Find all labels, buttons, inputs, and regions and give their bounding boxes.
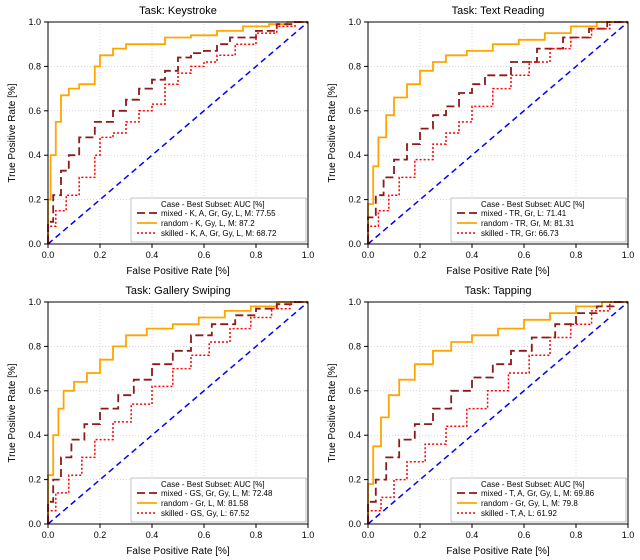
legend-label-mixed: mixed - K, A, Gr, Gy, L, M: 77.55 (161, 209, 276, 218)
x-axis-label: False Positive Rate [%] (126, 266, 230, 277)
ytick-label: 0.6 (28, 386, 41, 396)
legend-label-random: random - K, Gy, L, M: 87.2 (161, 219, 255, 228)
ytick-label: 0.0 (28, 239, 41, 249)
legend-label-random: random - Gr, L, M: 81.58 (161, 499, 249, 508)
ytick-label: 0.8 (28, 61, 41, 71)
x-axis-label: False Positive Rate [%] (446, 546, 550, 557)
legend-label-random: random - TR, Gr, M: 81.31 (481, 219, 575, 228)
legend-label-mixed: mixed - GS, Gr, Gy, L, M: 72.48 (161, 489, 273, 498)
ytick-label: 1.0 (348, 17, 361, 27)
xtick-label: 1.0 (302, 250, 315, 260)
xtick-label: 0.6 (518, 250, 531, 260)
ytick-label: 0.2 (348, 195, 361, 205)
ytick-label: 0.0 (28, 519, 41, 529)
panel-title: Task: Keystroke (139, 5, 217, 17)
x-axis-label: False Positive Rate [%] (446, 266, 550, 277)
ytick-label: 0.4 (28, 150, 41, 160)
panel-title: Task: Text Reading (452, 5, 545, 17)
xtick-label: 0.2 (94, 250, 107, 260)
ytick-label: 0.8 (348, 61, 361, 71)
ytick-label: 1.0 (28, 17, 41, 27)
xtick-label: 0.8 (250, 250, 263, 260)
legend-label-skilled: skilled - TR, Gr: 66.73 (481, 229, 559, 238)
roc-panel: 0.0 0.2 0.4 0.6 0.8 1.0 0.0 0.2 0.4 0.6 0.8 1.0 Fals… (320, 0, 640, 280)
xtick-label: 0.4 (146, 250, 159, 260)
xtick-label: 0.0 (42, 530, 55, 540)
ytick-label: 0.6 (348, 386, 361, 396)
ytick-label: 0.2 (28, 195, 41, 205)
xtick-label: 0.6 (518, 530, 531, 540)
xtick-label: 0.0 (362, 530, 375, 540)
xtick-label: 0.4 (466, 530, 479, 540)
legend-label-skilled: skilled - K, A, Gr, Gy, L, M: 68.72 (161, 229, 277, 238)
ytick-label: 0.2 (348, 475, 361, 485)
xtick-label: 1.0 (302, 530, 315, 540)
legend-label-skilled: skilled - T, A, L: 61.92 (481, 509, 557, 518)
ytick-label: 0.0 (348, 239, 361, 249)
xtick-label: 0.6 (198, 250, 211, 260)
ytick-label: 0.6 (28, 106, 41, 116)
ytick-label: 0.2 (28, 475, 41, 485)
roc-panel: 0.0 0.2 0.4 0.6 0.8 1.0 0.0 0.2 0.4 0.6 0.8 1.0 Fals… (320, 280, 640, 560)
ytick-label: 0.8 (348, 341, 361, 351)
xtick-label: 1.0 (622, 250, 635, 260)
x-axis-label: False Positive Rate [%] (126, 546, 230, 557)
legend-label-skilled: skilled - GS, Gy, L: 67.52 (161, 509, 250, 518)
y-axis-label: True Positive Rate [%] (327, 83, 338, 182)
y-axis-label: True Positive Rate [%] (7, 83, 18, 182)
legend-label-mixed: mixed - T, A, Gr, Gy, L, M: 69.86 (481, 489, 595, 498)
xtick-label: 0.2 (414, 530, 427, 540)
ytick-label: 0.0 (348, 519, 361, 529)
panel-title: Task: Tapping (464, 285, 531, 297)
roc-panel: 0.0 0.2 0.4 0.6 0.8 1.0 0.0 0.2 0.4 0.6 0.8 1.0 Fals… (0, 0, 320, 280)
ytick-label: 1.0 (348, 297, 361, 307)
ytick-label: 1.0 (28, 297, 41, 307)
xtick-label: 0.4 (146, 530, 159, 540)
panel-title: Task: Gallery Swiping (125, 285, 230, 297)
roc-panel: 0.0 0.2 0.4 0.6 0.8 1.0 0.0 0.2 0.4 0.6 0.8 1.0 Fals… (0, 280, 320, 560)
xtick-label: 0.4 (466, 250, 479, 260)
xtick-label: 0.6 (198, 530, 211, 540)
xtick-label: 1.0 (622, 530, 635, 540)
y-axis-label: True Positive Rate [%] (327, 363, 338, 462)
xtick-label: 0.2 (94, 530, 107, 540)
xtick-label: 0.2 (414, 250, 427, 260)
ytick-label: 0.6 (348, 106, 361, 116)
legend-title: Case - Best Subset: AUC [%] (161, 480, 265, 489)
legend-title: Case - Best Subset: AUC [%] (481, 200, 585, 209)
xtick-label: 0.8 (250, 530, 263, 540)
ytick-label: 0.4 (348, 430, 361, 440)
ytick-label: 0.8 (28, 341, 41, 351)
xtick-label: 0.0 (42, 250, 55, 260)
xtick-label: 0.8 (570, 530, 583, 540)
ytick-label: 0.4 (348, 150, 361, 160)
ytick-label: 0.4 (28, 430, 41, 440)
y-axis-label: True Positive Rate [%] (7, 363, 18, 462)
legend-label-random: random - Gr, Gy, L, M: 79.8 (481, 499, 578, 508)
legend-title: Case - Best Subset: AUC [%] (161, 200, 265, 209)
xtick-label: 0.8 (570, 250, 583, 260)
legend-title: Case - Best Subset: AUC [%] (481, 480, 585, 489)
legend-label-mixed: mixed - TR, Gr, L: 71.41 (481, 209, 567, 218)
xtick-label: 0.0 (362, 250, 375, 260)
